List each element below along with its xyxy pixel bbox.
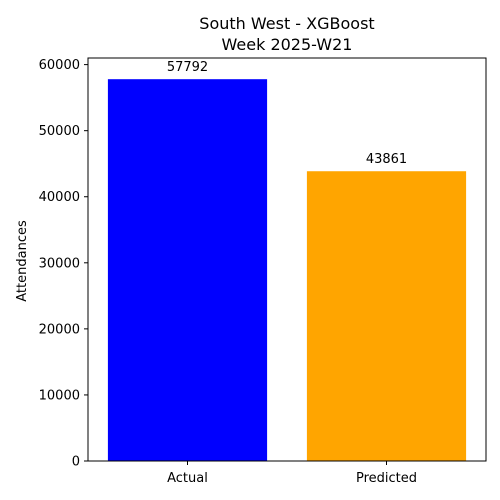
y-tick-label: 30000	[39, 256, 80, 271]
x-tick-label: Actual	[167, 471, 208, 486]
axes-frame	[87, 57, 487, 462]
y-tick-label: 20000	[39, 322, 80, 337]
y-tick-label: 50000	[39, 124, 80, 139]
y-axis-label: Attendances	[15, 220, 30, 302]
data-label: 43861	[366, 152, 407, 167]
plot-area: 57792 Actual 43861 Predicted 0 10000 20000 3000…	[39, 57, 487, 486]
chart-subtitle: Week 2025-W21	[222, 35, 353, 54]
bar-predicted	[306, 171, 467, 461]
y-tick-label: 0	[72, 455, 80, 470]
y-tick-label: 10000	[39, 388, 80, 403]
data-label: 57792	[167, 60, 208, 75]
y-tick-label: 60000	[39, 58, 80, 73]
y-tick-label: 40000	[39, 190, 80, 205]
bar-actual	[107, 79, 268, 461]
chart-title: South West - XGBoost	[199, 14, 374, 33]
x-tick-label: Predicted	[356, 471, 417, 486]
